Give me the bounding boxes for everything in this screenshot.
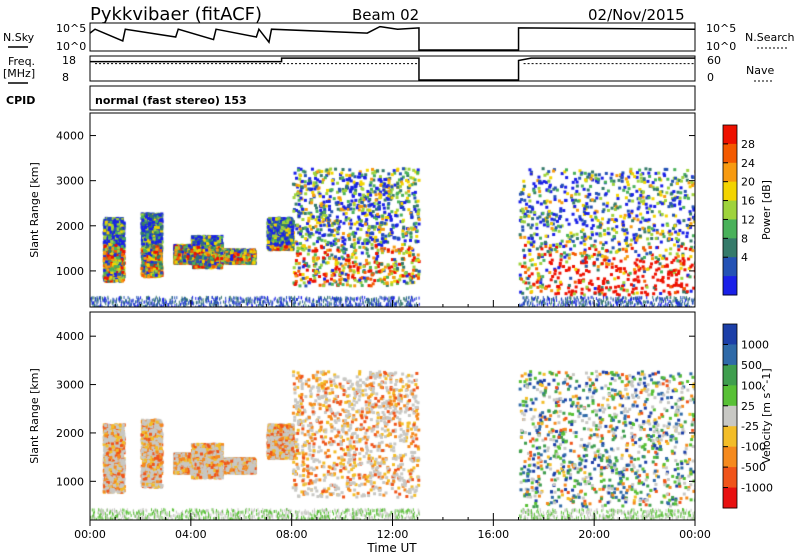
beam-label: Beam 02 xyxy=(352,6,419,24)
frequency-series-line xyxy=(90,57,695,81)
noise-left-tick-top: 10^5 xyxy=(56,22,86,35)
colorbar-swatch xyxy=(723,125,737,145)
colorbar-swatch xyxy=(723,238,737,258)
colorbar-swatch xyxy=(723,446,737,468)
y-tick-label: 1000 xyxy=(56,475,84,488)
colorbar-tick-label: 500 xyxy=(741,359,762,372)
colorbar-tick-label: -1000 xyxy=(741,482,773,495)
freq-left-label-2: [MHz] xyxy=(3,67,35,80)
time-tick-label: 20:00 xyxy=(578,528,610,541)
colorbar-swatch xyxy=(723,181,737,202)
noise-right-tick-bottom: 10^0 xyxy=(706,40,736,53)
colorbar-tick-label: 8 xyxy=(741,232,748,245)
colorbar-frame xyxy=(722,124,738,296)
freq-left-tick-top: 18 xyxy=(62,54,76,67)
power-ylabel: Slant Range [km] xyxy=(28,162,41,258)
time-tick-label: 12:00 xyxy=(377,528,409,541)
y-tick-label: 2000 xyxy=(56,220,84,233)
noise-left-label: N.Sky xyxy=(3,31,35,44)
time-axis: 00:00 04:00 08:00 12:00 16:00 20:00 00:00 xyxy=(74,520,711,541)
freq-right-tick-top: 60 xyxy=(707,54,721,67)
colorbar-tick-label: 12 xyxy=(741,213,755,226)
freq-right-tick-bottom: 0 xyxy=(707,71,714,84)
colorbar-swatch xyxy=(723,143,737,164)
cpid-label: CPID xyxy=(6,94,35,107)
colorbar-tick-label: 25 xyxy=(741,400,755,413)
colorbar-swatch xyxy=(723,324,737,345)
colorbar-swatch xyxy=(723,385,737,407)
colorbar-swatch xyxy=(723,200,737,220)
y-tick-label: 1000 xyxy=(56,265,84,278)
data-layer xyxy=(90,113,695,520)
time-axis-label: Time UT xyxy=(366,541,417,554)
velocity-colorbar-label: Velocity [m s^-1] xyxy=(760,368,773,463)
colorbar-swatch xyxy=(723,162,737,183)
cpid-panel-frame xyxy=(89,85,696,111)
y-tick-label: 2000 xyxy=(56,427,84,440)
noise-panel-frame xyxy=(89,22,696,52)
colorbar-swatch xyxy=(723,467,737,489)
colorbar-swatch xyxy=(723,487,737,509)
velocity-ylabel: Slant Range [km] xyxy=(28,368,41,464)
noise-series-line xyxy=(89,25,696,51)
colorbar-swatch xyxy=(723,344,737,366)
radar-title: Pykkvibaer (fitACF) xyxy=(90,4,262,25)
y-tick-label: 4000 xyxy=(56,330,84,343)
y-tick-label: 3000 xyxy=(56,175,84,188)
time-tick-label: 16:00 xyxy=(477,528,509,541)
noise-left-tick-bottom: 10^0 xyxy=(56,40,86,53)
time-tick-label: 04:00 xyxy=(175,528,207,541)
colorbar-swatch xyxy=(723,276,737,296)
colorbar-tick-label: -100 xyxy=(741,441,766,454)
time-tick-label: 08:00 xyxy=(276,528,308,541)
colorbar-swatch xyxy=(723,257,737,277)
time-tick-label: 00:00 xyxy=(74,528,106,541)
freq-left-tick-bottom: 8 xyxy=(62,71,69,84)
y-tick-label: 3000 xyxy=(56,379,84,392)
vel-heatmap-image xyxy=(90,312,695,520)
date-label: 02/Nov/2015 xyxy=(588,6,685,24)
time-tick-label: 00:00 xyxy=(679,528,711,541)
colorbar-tick-label: 24 xyxy=(741,157,755,170)
freq-panel-frame xyxy=(89,55,696,82)
colorbar-tick-label: -500 xyxy=(741,461,766,474)
freq-left-label-1: Freq. xyxy=(8,55,35,68)
y-tick-label: 4000 xyxy=(56,130,84,143)
colorbar-swatch xyxy=(723,219,737,239)
colorbar-swatch xyxy=(723,426,737,448)
colorbar-tick-label: 1000 xyxy=(741,338,769,351)
noise-right-tick-top: 10^5 xyxy=(706,22,736,35)
power-y-axis: 1000 2000 3000 4000 xyxy=(56,130,696,307)
colorbar-swatch xyxy=(723,364,737,386)
power-colorbar: 28 24 20 16 12 8 4 xyxy=(722,124,755,296)
colorbar-tick-label: -25 xyxy=(741,420,759,433)
colorbar-tick-label: 16 xyxy=(741,195,755,208)
freq-right-label: Nave xyxy=(746,64,774,77)
power-heatmap-image xyxy=(90,113,695,307)
colorbar-swatch xyxy=(723,405,737,427)
colorbar-tick-label: 28 xyxy=(741,138,755,151)
cpid-mode-text: normal (fast stereo) 153 xyxy=(95,94,247,107)
noise-right-label: N.Search xyxy=(745,31,795,44)
colorbar-tick-label: 20 xyxy=(741,176,755,189)
colorbar-tick-label: 100 xyxy=(741,379,762,392)
power-colorbar-label: Power [dB] xyxy=(760,180,773,240)
velocity-y-axis: 1000 2000 3000 4000 xyxy=(56,330,696,520)
colorbar-tick-label: 4 xyxy=(741,251,748,264)
velocity-colorbar: 1000 500 100 25 -25 -100 -500 -1000 xyxy=(722,323,773,509)
colorbar-frame xyxy=(722,323,738,509)
